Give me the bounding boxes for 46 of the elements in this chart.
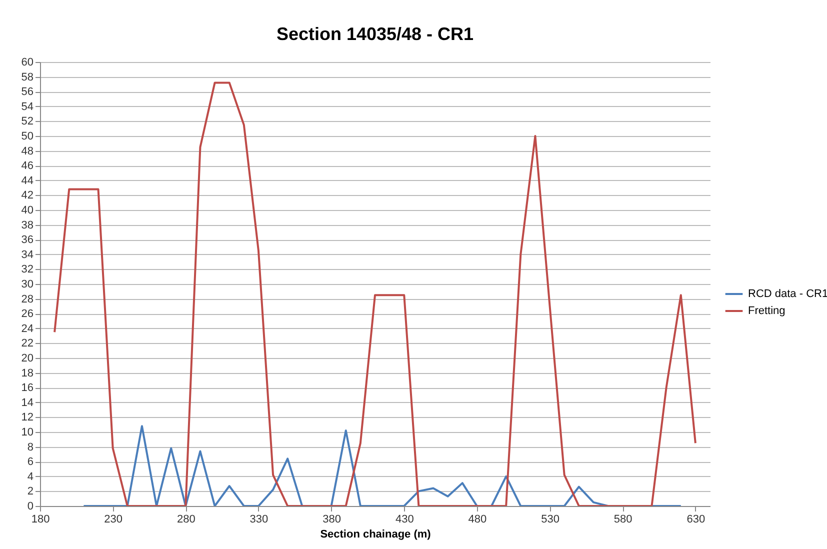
x-tick-label: 380 (322, 514, 341, 526)
x-tick-label: 480 (468, 514, 487, 526)
y-tick-label: 42 (21, 190, 34, 202)
y-tick-label: 16 (21, 382, 34, 394)
y-tick-label: 2 (27, 486, 34, 498)
y-tick-label: 36 (21, 234, 34, 246)
y-tick-label: 28 (21, 293, 34, 306)
y-tick-label: 48 (21, 145, 34, 158)
x-tick-label: 330 (250, 514, 268, 526)
y-tick-label: 50 (21, 130, 34, 142)
line-series (54, 82, 696, 506)
y-tick-label: 14 (21, 396, 34, 409)
y-tick-label: 44 (21, 174, 34, 187)
y-tick-label: 60 (21, 56, 34, 68)
y-tick-label: 0 (27, 500, 34, 512)
x-tick-label: 430 (395, 514, 414, 526)
x-tick-label: 180 (31, 514, 50, 526)
y-tick-label: 32 (21, 264, 34, 276)
y-tick-label: 10 (21, 426, 34, 438)
y-tick-label: 4 (27, 470, 34, 483)
y-tick-label: 8 (27, 441, 34, 454)
y-tick-label: 24 (21, 322, 34, 335)
y-tick-label: 26 (21, 308, 34, 320)
y-tick-label: 22 (21, 338, 34, 350)
y-tick-label: 30 (21, 278, 34, 290)
x-tick-label: 580 (614, 514, 632, 526)
y-tick-label: 12 (21, 412, 34, 424)
y-tick-label: 20 (21, 352, 34, 364)
y-tick-label: 34 (21, 248, 34, 261)
chart-title: Section 14035/48 - CR1 (276, 24, 474, 44)
y-tick-label: 46 (21, 160, 34, 172)
legend-label: Fretting (748, 305, 786, 317)
y-tick-label: 40 (21, 204, 34, 216)
y-tick-label: 6 (27, 456, 34, 468)
x-tick-label: 230 (104, 514, 123, 526)
y-tick-label: 58 (21, 71, 34, 84)
x-tick-label: 280 (176, 514, 196, 526)
y-tick-label: 54 (21, 100, 34, 113)
x-tick-label: 630 (686, 514, 706, 526)
line-series (82, 425, 682, 506)
x-axis-title: Section chainage (m) (320, 528, 432, 540)
y-tick-label: 56 (21, 86, 34, 98)
x-tick-label: 530 (541, 514, 560, 526)
y-tick-label: 52 (21, 116, 34, 128)
y-tick-label: 18 (21, 367, 34, 380)
y-tick-label: 38 (21, 219, 34, 232)
